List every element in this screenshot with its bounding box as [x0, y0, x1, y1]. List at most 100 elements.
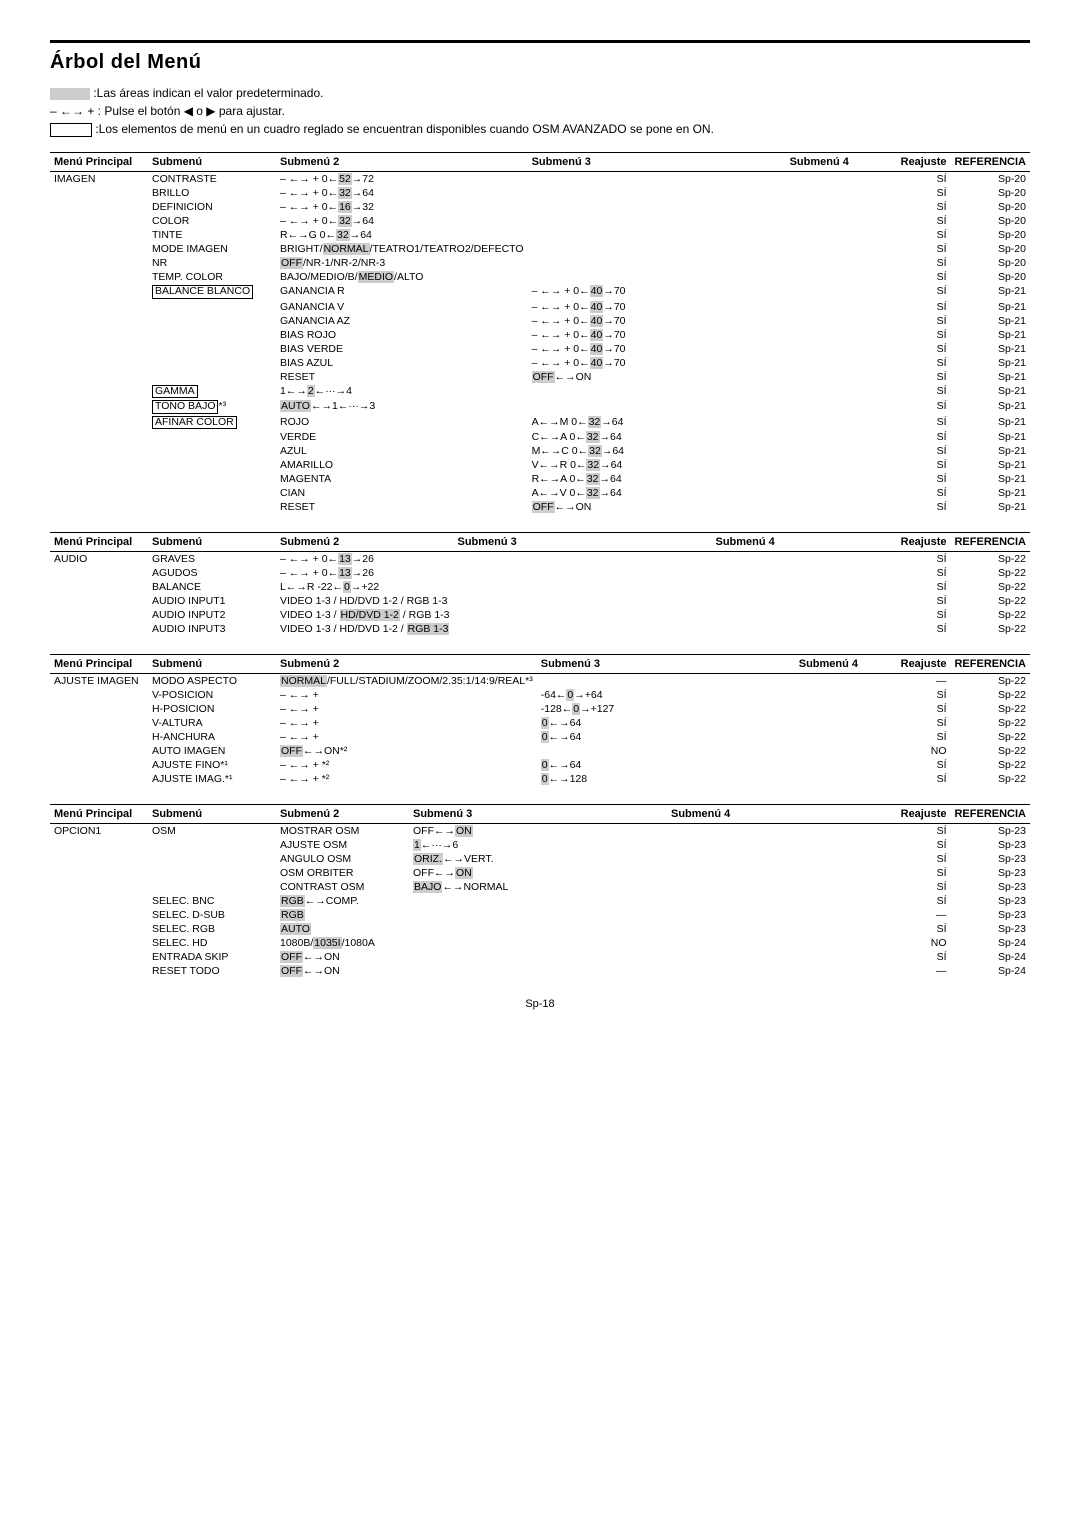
- table-cell: SÍ: [882, 444, 950, 458]
- table-cell: Sp-21: [950, 314, 1030, 328]
- table-cell: [786, 172, 883, 187]
- table-cell: [148, 852, 276, 866]
- column-header: REFERENCIA: [950, 533, 1030, 552]
- table-row: ANGULO OSMORIZ.←→VERT.SÍSp-23: [50, 852, 1030, 866]
- table-cell: AUTO IMAGEN: [148, 744, 276, 758]
- top-rule: [50, 40, 1030, 43]
- table-cell: Sp-20: [950, 270, 1030, 284]
- table-cell: Sp-23: [950, 908, 1030, 922]
- table-cell: [795, 702, 883, 716]
- table-row: BIAS AZUL– ←→ + 0←40→70SÍSp-21: [50, 356, 1030, 370]
- table-cell: Sp-22: [950, 702, 1030, 716]
- table-cell: [50, 716, 148, 730]
- table-cell: SÍ: [882, 270, 950, 284]
- table-cell: Sp-21: [950, 356, 1030, 370]
- table-cell: BALANCE: [148, 580, 276, 594]
- table-cell: [795, 758, 883, 772]
- table-cell: SÍ: [882, 314, 950, 328]
- table-row: AUTO IMAGENOFF←→ON*²NOSp-22: [50, 744, 1030, 758]
- table-cell: [786, 270, 883, 284]
- table-cell: [786, 200, 883, 214]
- table-cell: – ←→ +: [276, 716, 537, 730]
- table-cell: [528, 242, 786, 256]
- table-cell: Sp-22: [950, 674, 1030, 689]
- column-header: Submenú: [148, 533, 276, 552]
- table-cell: [148, 342, 276, 356]
- table-cell: [528, 214, 786, 228]
- table-cell: [795, 688, 883, 702]
- table-cell: [409, 936, 667, 950]
- column-header: Submenú: [148, 153, 276, 172]
- table-cell: C←→A 0←32→64: [528, 430, 786, 444]
- table-cell: AJUSTE FINO*¹: [148, 758, 276, 772]
- table-row: IMAGENCONTRASTE– ←→ + 0←52→72SÍSp-20: [50, 172, 1030, 187]
- table-cell: [50, 500, 148, 514]
- table-cell: [50, 314, 148, 328]
- table-cell: [50, 328, 148, 342]
- table-row: BALANCEL←→R -22←0→+22SÍSp-22: [50, 580, 1030, 594]
- table-row: AUDIO INPUT1VIDEO 1-3 / HD/DVD 1-2 / RGB…: [50, 594, 1030, 608]
- table-cell: —: [882, 964, 950, 978]
- table-row: AJUSTE OSM1←···→6SÍSp-23: [50, 838, 1030, 852]
- table-cell: [50, 622, 148, 636]
- table-row: H-POSICION– ←→ +-128←0→+127SÍSp-22: [50, 702, 1030, 716]
- table-cell: Sp-20: [950, 256, 1030, 270]
- table-cell: AUDIO INPUT3: [148, 622, 276, 636]
- table-cell: [50, 580, 148, 594]
- table-row: AGUDOS– ←→ + 0←13→26SÍSp-22: [50, 566, 1030, 580]
- column-header: Submenú 3: [537, 655, 795, 674]
- table-row: RESET TODOOFF←→ON—Sp-24: [50, 964, 1030, 978]
- page-footer: Sp-18: [50, 998, 1030, 1010]
- table-cell: GANANCIA AZ: [276, 314, 528, 328]
- table-cell: SÍ: [882, 172, 950, 187]
- table-row: AUDIO INPUT3VIDEO 1-3 / HD/DVD 1-2 / RGB…: [50, 622, 1030, 636]
- table-cell: [50, 894, 148, 908]
- table-cell: CIAN: [276, 486, 528, 500]
- table-cell: V-ALTURA: [148, 716, 276, 730]
- table-cell: SÍ: [882, 702, 950, 716]
- table-cell: SÍ: [882, 566, 950, 580]
- table-cell: [50, 300, 148, 314]
- table-cell: Sp-20: [950, 214, 1030, 228]
- table-cell: [528, 172, 786, 187]
- table-cell: AJUSTE IMAGEN: [50, 674, 148, 689]
- table-cell: [50, 852, 148, 866]
- table-cell: [454, 594, 712, 608]
- menu-table: Menú PrincipalSubmenúSubmenú 2Submenú 3S…: [50, 804, 1030, 978]
- table-cell: [667, 838, 882, 852]
- table-cell: [786, 444, 883, 458]
- table-cell: Sp-23: [950, 824, 1030, 839]
- table-cell: SÍ: [882, 950, 950, 964]
- table-cell: [786, 186, 883, 200]
- table-cell: [148, 328, 276, 342]
- table-row: MAGENTAR←→A 0←32→64SÍSp-21: [50, 472, 1030, 486]
- table-cell: [50, 866, 148, 880]
- table-cell: Sp-24: [950, 936, 1030, 950]
- table-cell: [50, 936, 148, 950]
- table-cell: [712, 552, 883, 567]
- column-header: Submenú 2: [276, 533, 454, 552]
- table-cell: [148, 866, 276, 880]
- table-cell: A←→V 0←32→64: [528, 486, 786, 500]
- table-cell: SÍ: [882, 356, 950, 370]
- table-cell: TONO BAJO*³: [148, 399, 276, 415]
- table-cell: Sp-24: [950, 950, 1030, 964]
- column-header: Submenú 2: [276, 805, 409, 824]
- table-cell: BIAS AZUL: [276, 356, 528, 370]
- column-header: Submenú 4: [795, 655, 883, 674]
- table-cell: [667, 964, 882, 978]
- table-cell: SÍ: [882, 922, 950, 936]
- column-header: Submenú 3: [454, 533, 712, 552]
- table-row: H-ANCHURA– ←→ +0←→64SÍSp-22: [50, 730, 1030, 744]
- table-cell: SÍ: [882, 430, 950, 444]
- table-cell: [786, 314, 883, 328]
- table-cell: SÍ: [882, 866, 950, 880]
- intro-line-2: – ←→ + : Pulse el botón ◀ o ▶ para ajust…: [50, 102, 1030, 120]
- table-cell: [795, 674, 883, 689]
- tables-container: Menú PrincipalSubmenúSubmenú 2Submenú 3S…: [50, 152, 1030, 978]
- table-cell: Sp-21: [950, 328, 1030, 342]
- table-cell: ORIZ.←→VERT.: [409, 852, 667, 866]
- table-cell: Sp-22: [950, 688, 1030, 702]
- table-row: GANANCIA AZ– ←→ + 0←40→70SÍSp-21: [50, 314, 1030, 328]
- table-cell: [537, 744, 795, 758]
